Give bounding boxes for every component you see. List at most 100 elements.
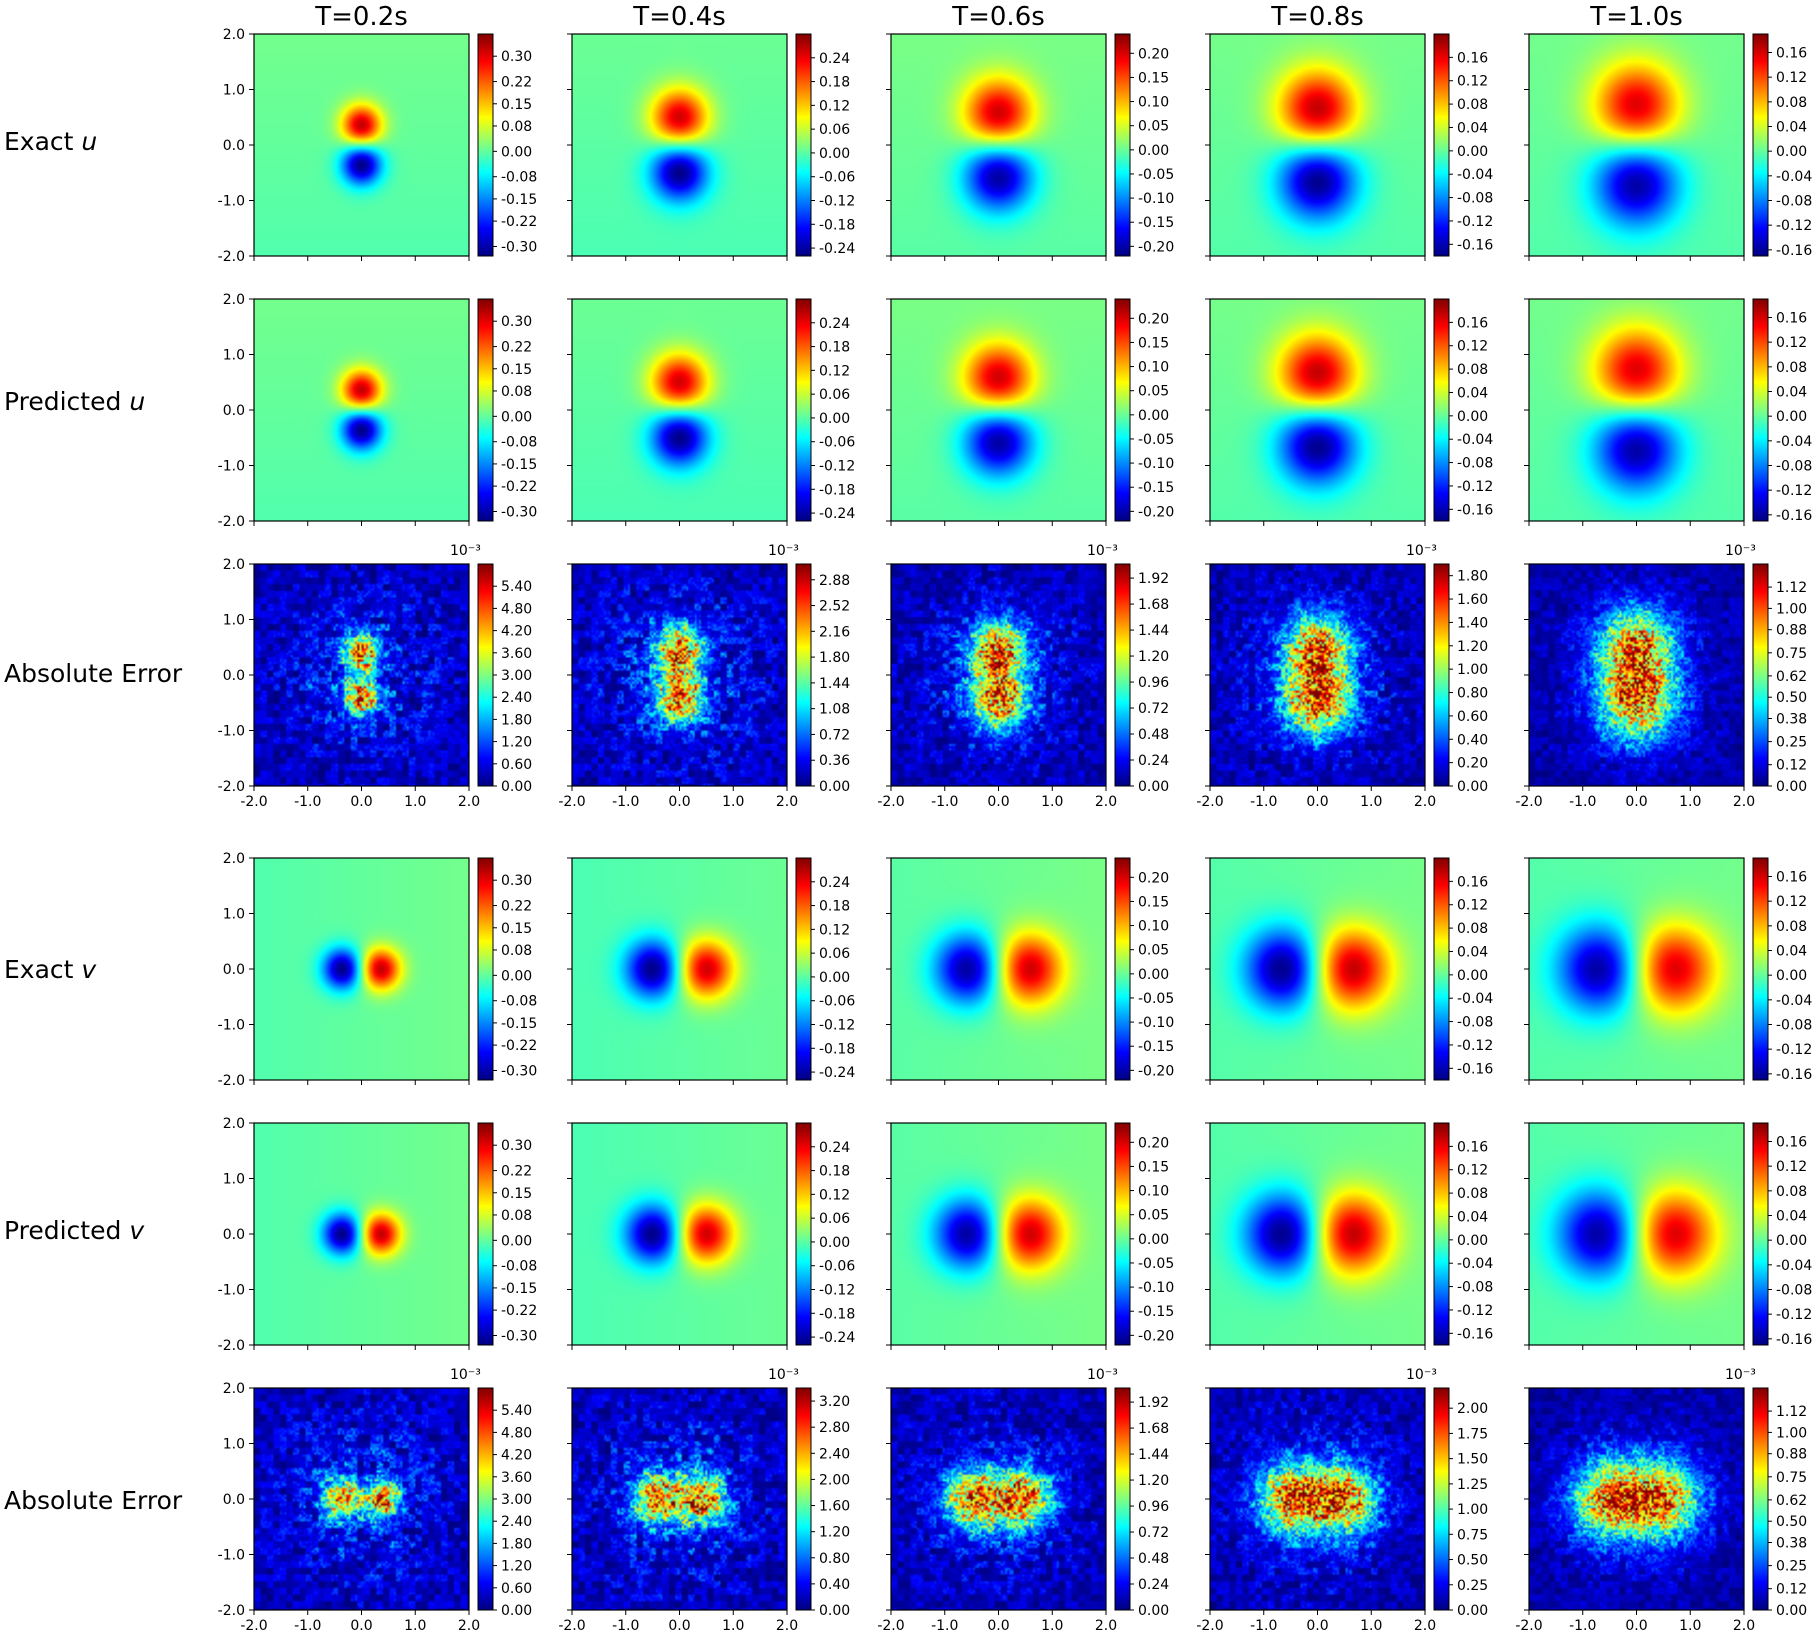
- colorbar-tick-label: 0.12: [1776, 335, 1807, 351]
- colorbar-tick-label: 4.80: [501, 1425, 532, 1441]
- colorbar-tick-label: 0.00: [501, 1233, 532, 1249]
- colorbar-tick-label: 4.80: [501, 601, 532, 617]
- colorbar-tick-label: 0.04: [1457, 944, 1488, 960]
- colorbar-tick-label: -0.30: [501, 1328, 537, 1344]
- colorbar-tick-label: 0.10: [1138, 1184, 1169, 1200]
- colorbar-tick-label: 2.00: [819, 1472, 850, 1488]
- x-tick-label: 0.0: [350, 794, 372, 810]
- y-tick-label: 0.0: [223, 1492, 245, 1508]
- absolute-error-u-panel-2: -2.0 -1.0 0.0 1.0 2.0 2.88 2.52 2.16 1.80 1.44 1.0…: [558, 543, 850, 810]
- colorbar-tick-label: 0.16: [1776, 1135, 1807, 1151]
- colorbar-tick-label: 1.44: [1138, 623, 1169, 639]
- colorbar-tick-label: -0.16: [1457, 237, 1493, 253]
- colorbar-tick-label: -0.15: [1138, 1304, 1174, 1320]
- colorbar-tick-label: 1.20: [1138, 649, 1169, 665]
- colorbar-tick-label: 1.20: [1138, 1473, 1169, 1489]
- colorbar-tick-label: -0.12: [1776, 1307, 1812, 1323]
- x-tick-label: 1.0: [1041, 1618, 1063, 1634]
- absolute-error-u-heatmap-2: [572, 564, 787, 786]
- x-tick-label: -1.0: [612, 1618, 639, 1634]
- colorbar-tick-label: 0.10: [1138, 360, 1169, 376]
- colorbar-tick-label: 0.24: [819, 875, 850, 891]
- x-tick-label: 0.0: [1625, 794, 1647, 810]
- colorbar-tick-label: 1.68: [1138, 597, 1169, 613]
- colorbar-tick-label: 0.00: [1776, 144, 1807, 160]
- predicted-v-heatmap-1: [254, 1123, 469, 1345]
- colorbar-tick-label: -0.18: [819, 217, 855, 233]
- exact-v-panel-4: 0.16 0.12 0.08 0.04 0.00 -0.04 -0.08 -0.12 -0.16: [1205, 857, 1493, 1085]
- y-tick-label: -1.0: [218, 1548, 245, 1564]
- colorbar-tick-label: 0.40: [819, 1577, 850, 1593]
- colorbar-tick-label: 1.20: [1457, 639, 1488, 655]
- colorbar-tick-label: 0.38: [1776, 1536, 1807, 1552]
- exact-u-panel-4: 0.16 0.12 0.08 0.04 0.00 -0.04 -0.08 -0.12 -0.16: [1205, 33, 1493, 261]
- colorbar-tick-label: 0.75: [1776, 1470, 1807, 1486]
- x-tick-label: -1.0: [931, 794, 958, 810]
- colorbar-tick-label: 0.15: [1138, 894, 1169, 910]
- x-tick-label: 1.0: [1679, 1618, 1701, 1634]
- colorbar-tick-label: 0.04: [1457, 120, 1488, 136]
- colorbar-tick-label: 0.04: [1776, 944, 1807, 960]
- exact-u-heatmap-2: [572, 34, 787, 256]
- y-tick-label: 0.0: [223, 1227, 245, 1243]
- colorbar-tick-label: 0.15: [501, 921, 532, 937]
- exact-v-panel-1: 2.0 1.0 0.0 -1.0 -2.0 0.30 0.22 0.15 0.08 0.00 -0.…: [218, 851, 538, 1089]
- colorbar-tick-label: 0.80: [819, 1551, 850, 1567]
- colorbar-tick-label: 0.96: [1138, 675, 1169, 691]
- colorbar-exponent-label: 10⁻³: [1406, 543, 1437, 559]
- y-tick-label: 2.0: [223, 292, 245, 308]
- colorbar-tick-label: 0.08: [1776, 95, 1807, 111]
- absolute-error-u-heatmap-1: [254, 564, 469, 786]
- exact-v-colorbar-4: [1433, 857, 1450, 1081]
- y-tick-label: -1.0: [218, 194, 245, 210]
- colorbar-tick-label: 0.15: [501, 362, 532, 378]
- colorbar-tick-label: 1.25: [1457, 1477, 1488, 1493]
- predicted-v-panel-1: 2.0 1.0 0.0 -1.0 -2.0 0.30 0.22 0.15 0.08 0.00 -0.…: [218, 1116, 538, 1354]
- x-tick-label: 0.0: [668, 1618, 690, 1634]
- column-title-1: T=0.2s: [315, 2, 408, 32]
- colorbar-tick-label: 0.05: [1138, 384, 1169, 400]
- row-label-absolute-error-u: Absolute Error: [4, 659, 183, 688]
- colorbar-tick-label: 0.88: [1776, 1447, 1807, 1463]
- predicted-u-panel-3: 0.20 0.15 0.10 0.05 0.00 -0.05 -0.10 -0.15 -0.20: [886, 298, 1174, 526]
- predicted-u-heatmap-1: [254, 299, 469, 521]
- colorbar-tick-label: -0.04: [1776, 1258, 1812, 1274]
- colorbar-tick-label: 0.00: [501, 409, 532, 425]
- absolute-error-v-panel-1: 2.0 1.0 0.0 -1.0 -2.0-2.0 -1.0 0.0 1.0 2.0 5.40 4.…: [218, 1367, 533, 1634]
- y-tick-label: -2.0: [218, 1073, 245, 1089]
- x-tick-label: 2.0: [1414, 794, 1436, 810]
- colorbar-tick-label: -0.16: [1776, 1067, 1812, 1083]
- colorbar-exponent-label: 10⁻³: [768, 1367, 799, 1383]
- predicted-v-colorbar-1: [477, 1122, 494, 1346]
- colorbar-tick-label: 5.40: [501, 1403, 532, 1419]
- colorbar-tick-label: -0.08: [1776, 1018, 1812, 1034]
- colorbar-tick-label: 0.00: [1457, 1603, 1488, 1619]
- exact-v-panel-2: 0.24 0.18 0.12 0.06 0.00 -0.06 -0.12 -0.18 -0.24: [567, 857, 855, 1085]
- x-tick-label: 2.0: [458, 794, 480, 810]
- predicted-v-panel-3: 0.20 0.15 0.10 0.05 0.00 -0.05 -0.10 -0.15 -0.20: [886, 1122, 1174, 1350]
- colorbar-tick-label: 0.08: [1776, 360, 1807, 376]
- colorbar-tick-label: -0.04: [1776, 434, 1812, 450]
- predicted-u-panel-2: 0.24 0.18 0.12 0.06 0.00 -0.06 -0.12 -0.18 -0.24: [567, 298, 855, 526]
- colorbar-tick-label: 0.30: [501, 49, 532, 65]
- colorbar-tick-label: 0.24: [819, 1140, 850, 1156]
- x-tick-label: -2.0: [1515, 794, 1542, 810]
- colorbar-tick-label: 0.12: [1776, 70, 1807, 86]
- x-tick-label: 2.0: [1414, 1618, 1436, 1634]
- colorbar-tick-label: 1.44: [819, 676, 850, 692]
- colorbar-tick-label: 3.00: [501, 1492, 532, 1508]
- predicted-u-colorbar-1: [477, 298, 494, 522]
- colorbar-tick-label: -0.24: [819, 1065, 855, 1081]
- x-tick-label: -2.0: [240, 794, 267, 810]
- colorbar-tick-label: -0.08: [1457, 1015, 1493, 1031]
- colorbar-tick-label: 1.20: [501, 1559, 532, 1575]
- colorbar-tick-label: 1.44: [1138, 1447, 1169, 1463]
- x-tick-label: 0.0: [987, 1618, 1009, 1634]
- colorbar-tick-label: 0.00: [1138, 779, 1169, 795]
- colorbar-tick-label: 0.08: [1457, 1186, 1488, 1202]
- colorbar-tick-label: 0.12: [1457, 898, 1488, 914]
- colorbar-tick-label: 0.72: [819, 727, 850, 743]
- x-tick-label: -1.0: [294, 794, 321, 810]
- colorbar-tick-label: 0.18: [819, 340, 850, 356]
- colorbar-tick-label: 0.08: [1776, 1184, 1807, 1200]
